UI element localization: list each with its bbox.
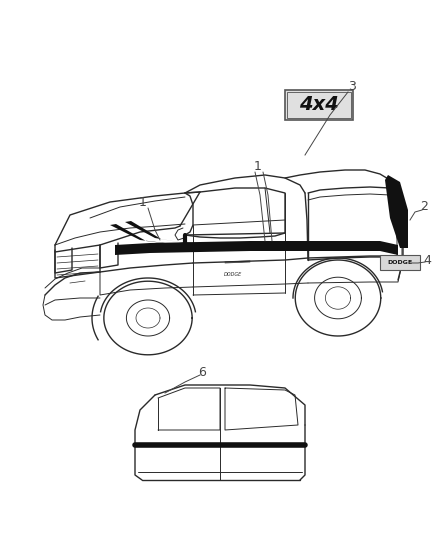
Text: 3: 3 xyxy=(348,80,356,93)
FancyBboxPatch shape xyxy=(380,255,420,270)
Text: 6: 6 xyxy=(198,366,206,378)
FancyBboxPatch shape xyxy=(285,90,353,120)
Text: 2: 2 xyxy=(420,200,428,214)
Polygon shape xyxy=(110,224,185,248)
Polygon shape xyxy=(125,221,200,247)
Polygon shape xyxy=(115,241,398,255)
Text: 4x4: 4x4 xyxy=(299,95,339,115)
Text: 4: 4 xyxy=(423,254,431,266)
Polygon shape xyxy=(385,175,408,248)
Text: DODGE: DODGE xyxy=(224,272,242,278)
Text: 1: 1 xyxy=(254,160,262,174)
FancyBboxPatch shape xyxy=(5,5,433,350)
Text: 1: 1 xyxy=(139,197,147,209)
Text: DODGE: DODGE xyxy=(388,260,413,265)
